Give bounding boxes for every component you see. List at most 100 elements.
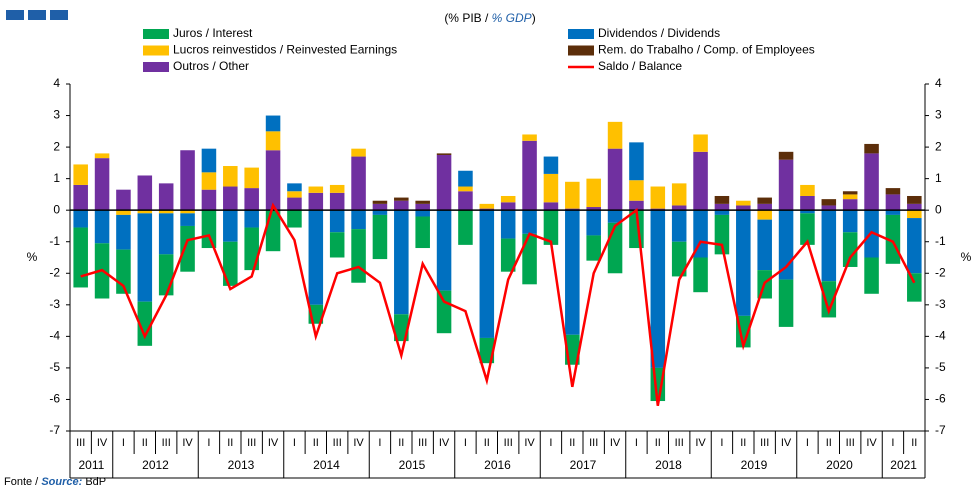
bar xyxy=(351,156,366,211)
bar xyxy=(736,205,751,211)
bar xyxy=(351,210,366,230)
bar xyxy=(372,214,388,260)
bar xyxy=(778,159,794,211)
x-tick-label: III xyxy=(162,437,171,449)
bar xyxy=(329,232,345,258)
bar xyxy=(180,210,195,214)
bar xyxy=(565,181,580,209)
x-tick-label: II xyxy=(142,437,148,449)
bar xyxy=(885,210,901,215)
bar xyxy=(736,210,751,316)
subtitle-pt: (% PIB / xyxy=(444,11,489,25)
bar xyxy=(73,210,88,228)
bar xyxy=(287,210,302,228)
x-tick-label: IV xyxy=(353,437,364,449)
bar xyxy=(800,213,815,245)
bar xyxy=(94,153,110,159)
x-tick-label: II xyxy=(227,437,233,449)
bar xyxy=(565,210,580,335)
bar xyxy=(543,173,559,203)
x-tick-label: IV xyxy=(524,437,535,449)
bar xyxy=(372,200,388,204)
year-label: 2017 xyxy=(570,458,597,472)
bar xyxy=(522,140,537,211)
bar xyxy=(458,191,473,211)
bar xyxy=(543,156,559,174)
x-tick-label: II xyxy=(484,437,490,449)
bar xyxy=(500,202,516,211)
x-tick-label: III xyxy=(76,437,85,449)
bar xyxy=(201,210,217,249)
bar xyxy=(158,183,174,211)
y2-tick-label: -1 xyxy=(935,234,946,248)
bar xyxy=(693,257,708,293)
bar xyxy=(351,229,366,283)
year-label: 2019 xyxy=(741,458,768,472)
y-tick-label: -5 xyxy=(49,360,60,374)
year-label: 2018 xyxy=(655,458,682,472)
y2-tick-label: -6 xyxy=(935,392,946,406)
bar xyxy=(158,254,174,296)
legend-swatch xyxy=(568,29,594,39)
year-label: 2012 xyxy=(142,458,169,472)
y-tick-label: -2 xyxy=(49,265,60,279)
x-tick-label: III xyxy=(589,437,598,449)
subtitle-en: % GDP xyxy=(492,11,532,25)
legend-swatch xyxy=(568,45,594,56)
x-tick-label: IV xyxy=(268,437,279,449)
y2-tick-label: 4 xyxy=(935,76,942,90)
bar xyxy=(223,186,238,211)
x-tick-label: III xyxy=(504,437,513,449)
bar xyxy=(479,337,495,364)
bar xyxy=(842,232,858,267)
x-tick-label: IV xyxy=(439,437,450,449)
bar xyxy=(671,183,687,206)
bar xyxy=(265,131,281,151)
bar xyxy=(500,210,516,239)
bar xyxy=(458,186,473,192)
bar xyxy=(522,210,537,234)
x-tick-label: II xyxy=(740,437,746,449)
bar xyxy=(650,208,666,211)
bar xyxy=(116,189,131,211)
x-tick-label: I xyxy=(891,437,894,449)
bar xyxy=(778,151,794,160)
bar xyxy=(607,148,623,211)
x-tick-label: III xyxy=(247,437,256,449)
bar xyxy=(757,219,772,271)
bar xyxy=(864,257,879,294)
logo-block xyxy=(28,10,46,20)
x-tick-label: I xyxy=(293,437,296,449)
bar xyxy=(736,200,751,206)
legend-label: Saldo / Balance xyxy=(598,59,682,73)
year-label: 2013 xyxy=(228,458,255,472)
y2-tick-label: -7 xyxy=(935,423,946,437)
source: Fonte / Source: BdP xyxy=(4,476,106,488)
bar xyxy=(394,200,409,211)
legend-swatch xyxy=(143,62,169,72)
bar xyxy=(458,170,473,187)
subtitle-end: ) xyxy=(532,11,536,25)
bar xyxy=(415,203,430,211)
bar xyxy=(714,203,730,211)
legend-label: Lucros reinvestidos / Reinvested Earning… xyxy=(173,43,397,57)
bar xyxy=(394,210,409,315)
x-tick-label: I xyxy=(122,437,125,449)
bar xyxy=(800,195,815,211)
bar xyxy=(650,186,666,209)
bar xyxy=(479,203,495,209)
bar xyxy=(137,175,153,211)
bar xyxy=(201,148,217,173)
x-tick-label: II xyxy=(313,437,319,449)
bar xyxy=(436,210,452,291)
y2-tick-label: 2 xyxy=(935,139,942,153)
bar xyxy=(329,192,345,211)
bar xyxy=(479,210,495,338)
bar xyxy=(223,210,238,242)
bar xyxy=(287,183,302,192)
x-tick-label: IV xyxy=(781,437,792,449)
bar xyxy=(650,210,666,368)
bar xyxy=(522,134,537,141)
legend-swatch xyxy=(143,29,169,39)
x-tick-label: II xyxy=(398,437,404,449)
